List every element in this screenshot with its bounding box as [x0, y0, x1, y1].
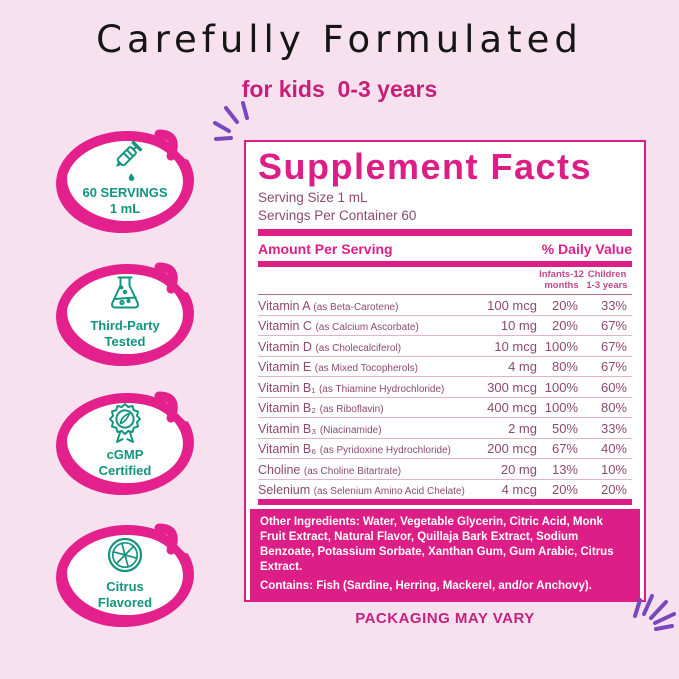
hand-drawn-circle: [56, 518, 194, 628]
row-infants-dv: 100%: [544, 400, 578, 416]
row-name: Choline (as Choline Bitartrate): [258, 462, 402, 477]
row-name: Vitamin E (as Mixed Tocopherols): [258, 360, 418, 375]
row-children-dv: 33%: [600, 297, 627, 313]
badge-label: 60 SERVINGS 1 mL: [82, 185, 168, 217]
row-name: Vitamin C (as Calcium Ascorbate): [258, 319, 419, 334]
row-name: Vitamin B₆ (as Pyridoxine Hydrochloride): [258, 442, 451, 457]
row-infants-dv: 50%: [551, 420, 578, 436]
sparkle-icon: [633, 594, 676, 631]
row-note: (as Mixed Tocopherols): [314, 363, 418, 375]
row-note: (as Calcium Ascorbate): [315, 322, 419, 334]
page-subtitle: for kids 0-3 years: [241, 76, 438, 102]
row-name: Vitamin D (as Cholecalciferol): [258, 339, 402, 354]
row-infants-dv: 13%: [551, 461, 578, 477]
row-name: Selenium (as Selenium Amino Acid Chelate…: [258, 483, 465, 498]
table-row: Vitamin D (as Cholecalciferol) 10 mcg 10…: [258, 336, 632, 357]
badge-third-party: Third-Party Tested: [43, 255, 207, 375]
row-infants-dv: 100%: [544, 379, 578, 395]
row-amount: 200 mcg: [487, 441, 537, 457]
row-note: (as Thiamine Hydrochloride): [318, 383, 445, 395]
other-ingredients-box: Other Ingredients: Water, Vegetable Glyc…: [250, 509, 640, 600]
row-amount: 100 mcg: [487, 297, 537, 313]
row-amount: 400 mcg: [487, 400, 537, 416]
row-amount: 4 mg: [508, 359, 537, 375]
syringe-icon: [116, 140, 143, 181]
row-name: Vitamin A (as Beta-Carotene): [258, 298, 399, 313]
row-infants-dv: 20%: [551, 318, 578, 334]
hand-drawn-circle: [56, 257, 194, 367]
divider-bar: [258, 499, 632, 506]
row-note: (as Cholecalciferol): [315, 342, 402, 354]
column-header-children: Children 1-3 years: [586, 269, 628, 292]
row-children-dv: 80%: [600, 400, 627, 416]
row-children-dv: 67%: [600, 318, 627, 334]
row-note: (as Beta-Carotene): [313, 301, 399, 313]
badge-cgmp: cGMP Certified: [43, 384, 207, 504]
row-note: (Niacinamide): [319, 424, 382, 436]
badge-servings: 60 SERVINGS 1 mL: [43, 122, 207, 242]
hand-drawn-circle: [56, 386, 194, 496]
row-amount: 2 mg: [508, 420, 537, 436]
row-children-dv: 67%: [600, 359, 627, 375]
row-children-dv: 10%: [600, 461, 627, 477]
badge-label: cGMP Certified: [98, 447, 152, 479]
other-ingredients-text: Other Ingredients: Water, Vegetable Glyc…: [260, 516, 614, 574]
table-row: Vitamin B₁ (as Thiamine Hydrochloride) 3…: [258, 377, 632, 398]
row-children-dv: 67%: [600, 338, 627, 354]
table-row: Vitamin B₆ (as Pyridoxine Hydrochloride)…: [258, 439, 632, 460]
row-children-dv: 20%: [600, 482, 627, 498]
table-row: Selenium (as Selenium Amino Acid Chelate…: [258, 480, 632, 500]
row-children-dv: 33%: [600, 420, 627, 436]
row-infants-dv: 100%: [544, 338, 578, 354]
rosette-icon: [109, 403, 141, 443]
servings-per-container: Servings Per Container 60: [258, 207, 417, 223]
flask-icon: [111, 276, 139, 309]
row-amount: 10 mcg: [494, 338, 537, 354]
panel-title: Supplement Facts: [258, 146, 593, 187]
table-row: Vitamin A (as Beta-Carotene) 100 mcg 20%…: [258, 295, 632, 316]
daily-value-header: % Daily Value: [541, 241, 632, 258]
row-infants-dv: 20%: [551, 482, 578, 498]
row-amount: 4 mcg: [501, 482, 537, 498]
table-row: Vitamin E (as Mixed Tocopherols) 4 mg 80…: [258, 357, 632, 378]
row-name: Vitamin B₂ (as Riboflavin): [258, 401, 384, 416]
row-name: Vitamin B₃ (Niacinamide): [258, 421, 382, 436]
table-row: Choline (as Choline Bitartrate) 20 mg 13…: [258, 459, 632, 480]
row-amount: 10 mg: [500, 318, 537, 334]
column-header-infants: Infants-12 months: [539, 269, 584, 292]
supplement-facts-panel: Supplement Facts Serving Size 1 mL Servi…: [244, 140, 646, 602]
row-note: (as Riboflavin): [319, 404, 384, 416]
row-infants-dv: 20%: [551, 297, 578, 313]
page-title: Carefully Formulated: [96, 18, 583, 61]
table-row: Vitamin B₂ (as Riboflavin) 400 mcg 100% …: [258, 398, 632, 419]
badge-label: Third-Party Tested: [90, 318, 160, 350]
row-infants-dv: 80%: [551, 359, 578, 375]
badge-flavor: Citrus Flavored: [43, 516, 207, 636]
row-amount: 300 mcg: [487, 379, 537, 395]
hand-drawn-circle: [56, 124, 194, 234]
citrus-icon: [107, 537, 143, 573]
row-note: (as Pyridoxine Hydrochloride): [319, 445, 451, 457]
divider-bar: [258, 261, 632, 268]
row-name: Vitamin B₁ (as Thiamine Hydrochloride): [258, 380, 445, 395]
contains-text: Contains: Fish (Sardine, Herring, Macker…: [260, 580, 592, 593]
serving-size: Serving Size 1 mL: [258, 189, 368, 205]
row-amount: 20 mg: [500, 461, 537, 477]
sparkle-icon: [213, 101, 249, 141]
packaging-note: PACKAGING MAY VARY: [355, 610, 535, 627]
amount-per-serving-header: Amount Per Serving: [258, 241, 393, 258]
table-row: Vitamin C (as Calcium Ascorbate) 10 mg 2…: [258, 316, 632, 337]
row-children-dv: 60%: [600, 379, 627, 395]
row-note: (as Selenium Amino Acid Chelate): [313, 486, 465, 498]
table-row: Vitamin B₃ (Niacinamide) 2 mg 50% 33%: [258, 418, 632, 439]
badge-label: Citrus Flavored: [97, 579, 153, 611]
row-children-dv: 40%: [600, 441, 627, 457]
divider-bar: [258, 229, 632, 237]
row-infants-dv: 67%: [551, 441, 578, 457]
row-note: (as Choline Bitartrate): [303, 465, 402, 477]
